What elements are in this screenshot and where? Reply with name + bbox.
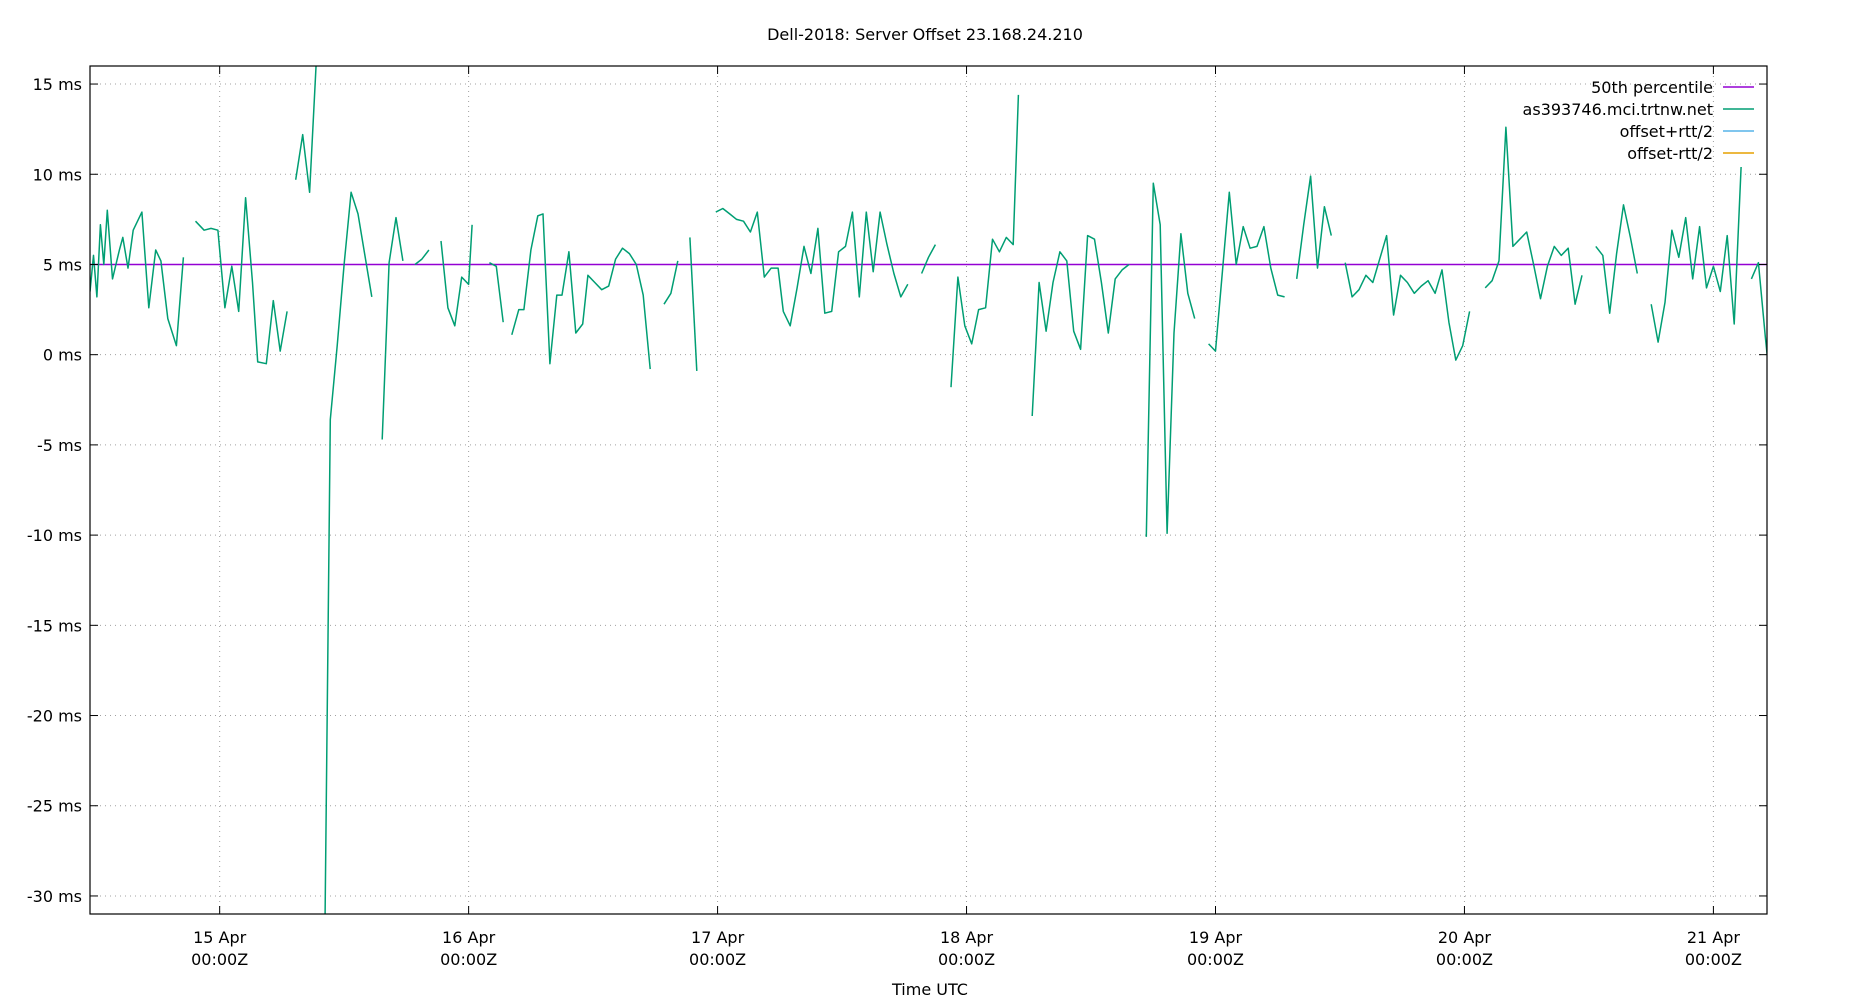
x-tick-sublabel: 00:00Z xyxy=(1187,950,1244,969)
series-line-1 xyxy=(1595,204,1639,314)
x-tick-sublabel: 00:00Z xyxy=(1685,950,1742,969)
series-line-1 xyxy=(1793,163,1850,367)
x-tick-sublabel: 00:00Z xyxy=(1436,950,1493,969)
x-tick-label: 20 Apr xyxy=(1438,928,1492,947)
y-axis: 15 ms 10 ms 5 ms 0 ms -5 ms -10 ms -15 ms -20 m… xyxy=(27,75,1767,906)
series-line-1 xyxy=(920,244,937,274)
series-line-1 xyxy=(1750,261,1767,361)
series-line-1 xyxy=(294,66,317,194)
series-line-1 xyxy=(663,260,679,305)
y-tick-label: 5 ms xyxy=(43,255,82,274)
plot-area xyxy=(90,66,1850,914)
y-tick-label: 0 ms xyxy=(43,346,82,365)
legend-label: offset+rtt/2 xyxy=(1620,122,1713,141)
series-line-1 xyxy=(440,224,473,327)
x-tick-label: 19 Apr xyxy=(1189,928,1243,947)
series-line-1 xyxy=(381,216,404,440)
y-tick-label: -25 ms xyxy=(27,797,82,816)
series-line-1 xyxy=(1208,191,1285,352)
y-tick-label: -10 ms xyxy=(27,526,82,545)
series-line-1 xyxy=(950,94,1020,388)
x-tick-label: 17 Apr xyxy=(691,928,745,947)
x-tick-label: 15 Apr xyxy=(193,928,247,947)
series-line-1 xyxy=(1344,234,1471,361)
y-tick-label: -15 ms xyxy=(27,616,82,635)
y-tick-label: 15 ms xyxy=(33,75,82,94)
series-line-1 xyxy=(1031,234,1130,417)
series-line-1 xyxy=(194,196,288,365)
y-tick-label: -30 ms xyxy=(27,887,82,906)
series-line-1 xyxy=(1650,166,1742,343)
legend-label: as393746.mci.trtnw.net xyxy=(1523,100,1713,119)
series-line-1 xyxy=(715,207,909,327)
x-tick-label: 18 Apr xyxy=(940,928,994,947)
x-tick-label: 21 Apr xyxy=(1687,928,1741,947)
series-line-1 xyxy=(1295,175,1333,279)
y-tick-label: 10 ms xyxy=(33,165,82,184)
series-line-1 xyxy=(489,262,504,323)
x-tick-sublabel: 00:00Z xyxy=(689,950,746,969)
plot-frame xyxy=(89,65,1768,915)
series-line-1 xyxy=(511,213,651,370)
x-axis: 15 Apr 00:00Z 16 Apr 00:00Z 17 Apr 00:00Z 18 A… xyxy=(191,66,1742,969)
series-line-1 xyxy=(90,209,185,347)
x-tick-sublabel: 00:00Z xyxy=(440,950,497,969)
x-tick-sublabel: 00:00Z xyxy=(938,950,995,969)
legend-label: offset-rtt/2 xyxy=(1627,144,1713,163)
series-line-1 xyxy=(689,237,698,371)
legend: 50th percentile as393746.mci.trtnw.net off… xyxy=(1523,78,1754,163)
grid-lines xyxy=(90,66,1767,914)
chart-title: Dell-2018: Server Offset 23.168.24.210 xyxy=(767,25,1083,44)
legend-label: 50th percentile xyxy=(1591,78,1713,97)
series-line-1 xyxy=(1145,182,1196,537)
x-tick-sublabel: 00:00Z xyxy=(191,950,248,969)
series-layer xyxy=(90,66,1850,914)
series-line-1 xyxy=(324,191,373,914)
y-tick-label: -20 ms xyxy=(27,707,82,726)
series-line-1 xyxy=(1484,126,1583,305)
x-axis-label: Time UTC xyxy=(891,980,968,999)
x-tick-label: 16 Apr xyxy=(442,928,496,947)
series-line-1 xyxy=(414,249,430,266)
y-tick-label: -5 ms xyxy=(37,436,82,455)
